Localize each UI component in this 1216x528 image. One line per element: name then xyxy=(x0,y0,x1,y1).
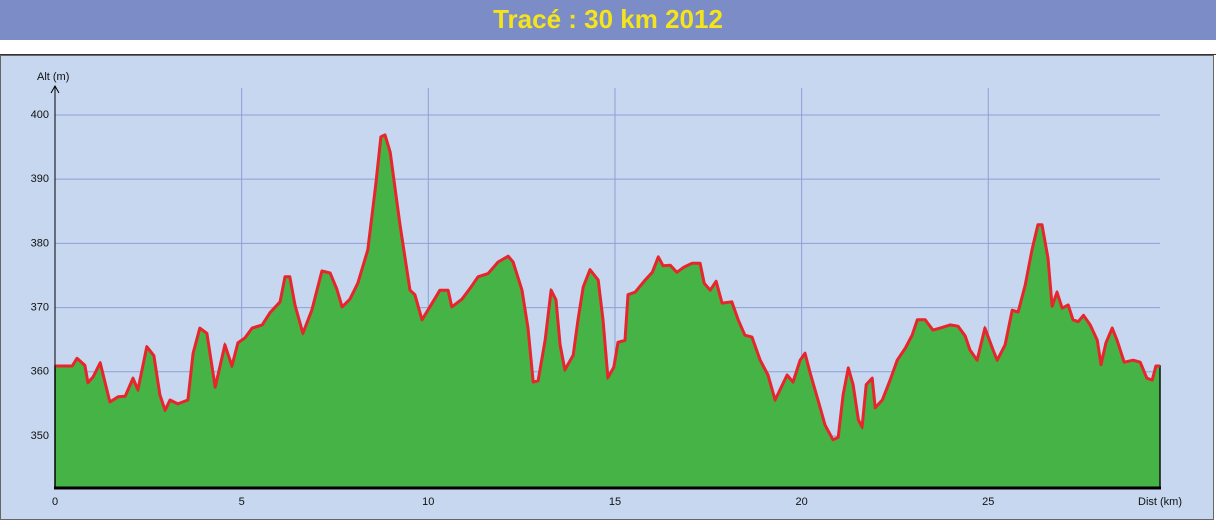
y-tick-label: 350 xyxy=(31,430,49,442)
x-tick-label: 20 xyxy=(795,496,807,508)
y-tick-label: 370 xyxy=(31,301,49,313)
y-tick-label: 400 xyxy=(31,109,49,121)
y-axis-arrow xyxy=(50,84,60,94)
x-tick-label: 0 xyxy=(52,496,58,508)
x-tick-label: 10 xyxy=(422,496,434,508)
chart-title: Tracé : 30 km 2012 xyxy=(493,4,723,34)
x-axis-label: Dist (km) xyxy=(1138,496,1182,508)
x-tick-label: 15 xyxy=(609,496,621,508)
y-tick-label: 390 xyxy=(31,173,49,185)
x-tick-label: 5 xyxy=(239,496,245,508)
line xyxy=(55,133,1160,442)
y-axis-label: Alt (m) xyxy=(37,71,69,83)
y-tick-label: 380 xyxy=(31,237,49,249)
y-tick-label: 360 xyxy=(31,366,49,378)
header-bar xyxy=(0,0,1216,40)
x-tick-label: 25 xyxy=(982,496,994,508)
marks xyxy=(54,133,1161,489)
